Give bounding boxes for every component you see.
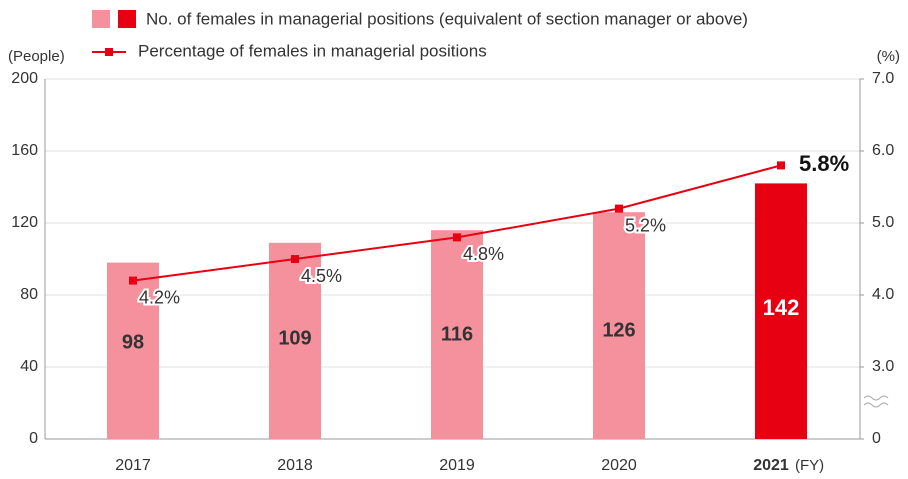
line-marker [615, 204, 623, 213]
y2-tick-label: 4.0 [872, 286, 894, 303]
x-unit: (FY) [795, 457, 824, 474]
x-tick-label: 2020 [601, 457, 637, 474]
legend-marker [105, 48, 113, 56]
bar [269, 242, 321, 439]
y-tick-label: 0 [29, 430, 38, 447]
bar-label: 126 [602, 319, 635, 341]
bar [107, 262, 159, 439]
legend-swatch [92, 10, 110, 28]
line-label: 5.2% [625, 215, 666, 235]
y2-tick-label: 3.0 [872, 358, 894, 375]
line-label: 4.8% [463, 244, 504, 264]
y-tick-label: 40 [20, 358, 38, 375]
line-marker [777, 161, 785, 170]
y2-tick-label: 0 [872, 430, 881, 447]
x-tick-label: 2021 [753, 457, 789, 474]
line-label: 5.8% [799, 151, 849, 176]
y-tick-label: 120 [11, 214, 38, 231]
legend-swatch [118, 10, 136, 28]
y2-axis-label: (%) [877, 48, 900, 65]
y2-tick-label: 6.0 [872, 142, 894, 159]
bar [431, 230, 483, 439]
y-tick-label: 80 [20, 286, 38, 303]
bar [593, 212, 645, 439]
y2-tick-label: 5.0 [872, 214, 894, 231]
axis-break [863, 395, 889, 408]
y-tick-label: 200 [11, 70, 38, 87]
y2-tick-label: 7.0 [872, 70, 894, 87]
x-tick-label: 2017 [115, 457, 151, 474]
line-label: 4.2% [139, 287, 180, 307]
x-tick-label: 2019 [439, 457, 475, 474]
line-marker [291, 255, 299, 263]
bar-label: 116 [441, 323, 473, 345]
bar [755, 183, 807, 439]
bar-label: 98 [122, 331, 144, 353]
bar-label: 142 [763, 295, 800, 320]
y-axis-label: (People) [8, 48, 65, 65]
line-marker [129, 276, 137, 285]
line-marker [453, 233, 461, 242]
legend-label: Percentage of females in managerial posi… [138, 41, 487, 60]
legend-label: No. of females in managerial positions (… [146, 9, 748, 28]
x-tick-label: 2018 [277, 457, 313, 474]
bar-label: 109 [278, 327, 311, 349]
y-tick-label: 160 [11, 142, 38, 159]
line-label: 4.5% [301, 266, 342, 286]
